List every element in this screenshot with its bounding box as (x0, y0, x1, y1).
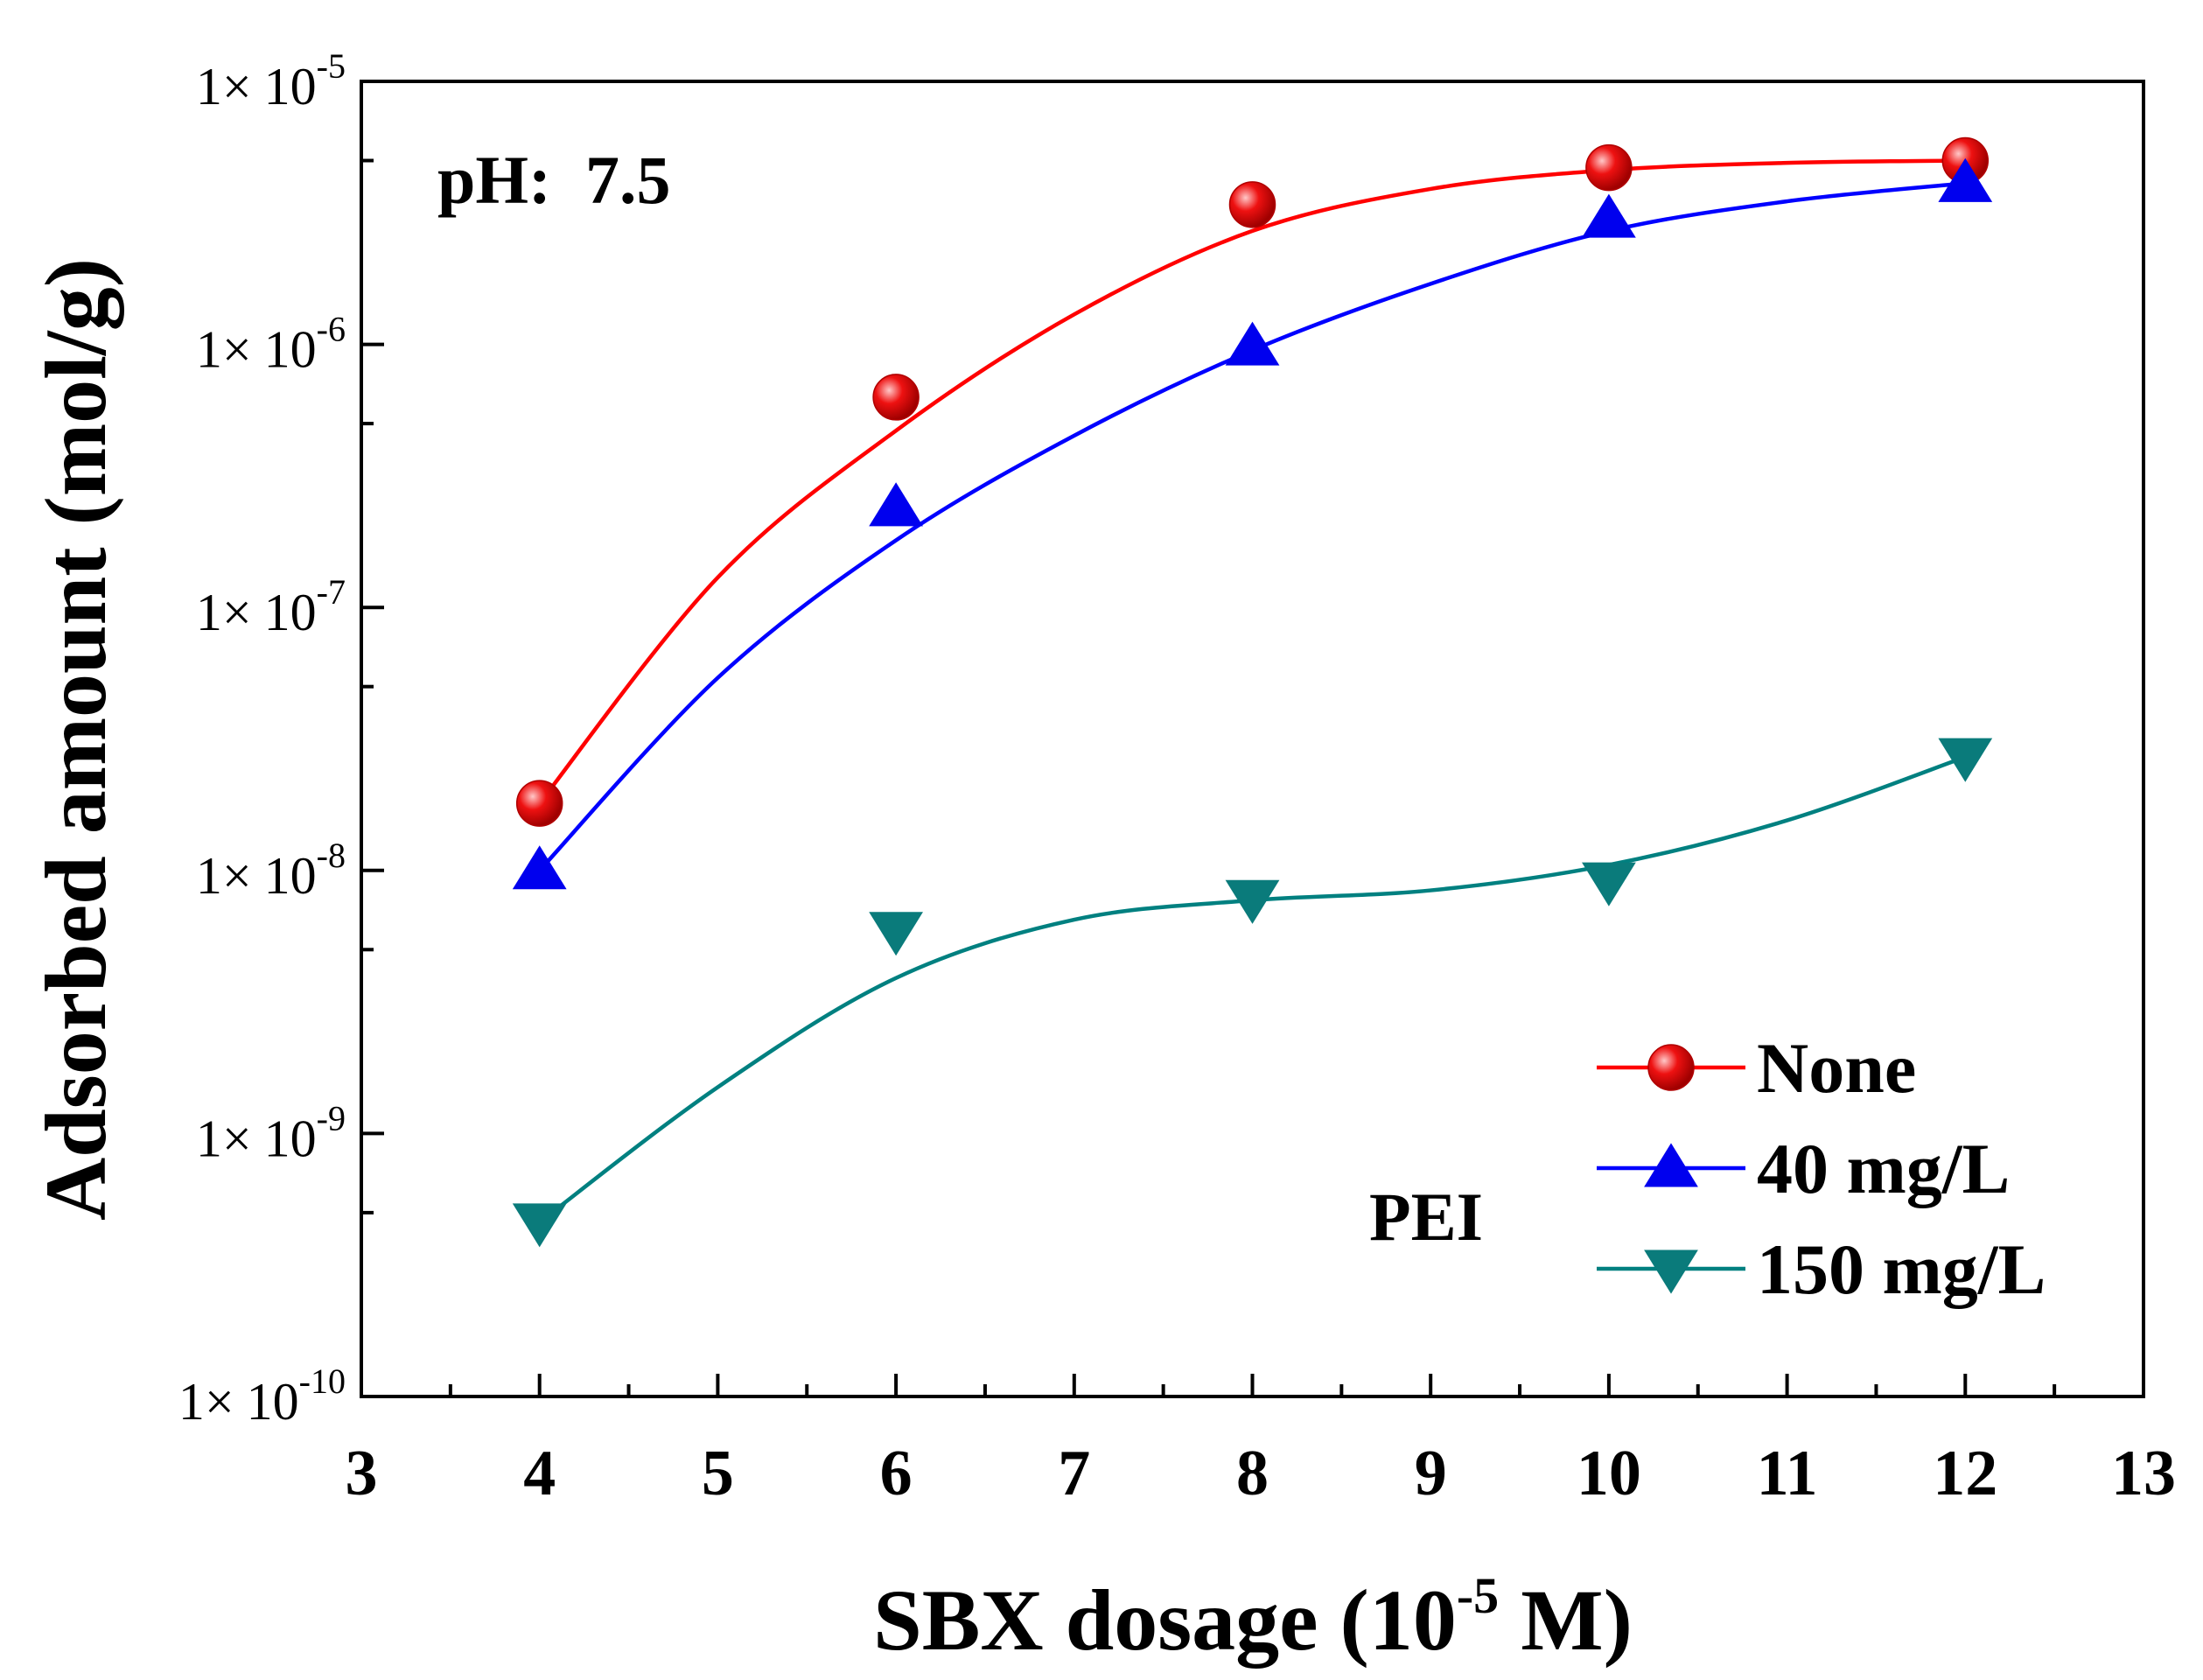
x-tick-label: 6 (880, 1438, 913, 1509)
fit-curves-layer (537, 158, 1967, 1224)
ph-annotation: pH: 7.5 (437, 142, 671, 218)
x-tick-label: 9 (1415, 1438, 1447, 1509)
y-tick-exponent: -5 (317, 46, 346, 86)
x-tick-label: 7 (1058, 1438, 1090, 1509)
data-point-s0-3 (1585, 144, 1633, 192)
data-point-s1-0 (512, 845, 567, 890)
y-tick-label: 1× 10-9 (196, 1098, 346, 1167)
y-tick-mantissa: 1× (178, 1373, 234, 1431)
y-tick-base: 10 (264, 584, 317, 641)
x-axis-label-main: SBX dosage (10 (873, 1572, 1457, 1669)
legend-marker-1 (1644, 1143, 1698, 1187)
y-tick-exponent: -10 (299, 1362, 346, 1401)
data-point-s0-1 (872, 374, 920, 421)
data-point-s1-1 (869, 482, 923, 527)
data-point-s2-0 (512, 1203, 567, 1248)
y-tick-label: 1× 10-5 (196, 46, 346, 116)
data-markers-layer (512, 136, 1993, 1248)
data-point-s1-4 (1938, 158, 1993, 202)
y-tick-mantissa: 1× (196, 58, 252, 116)
x-tick-label: 13 (2111, 1438, 2176, 1509)
data-point-s1-3 (1582, 193, 1636, 238)
data-point-s2-2 (1225, 879, 1280, 924)
legend: None 40 mg/L 150 mg/L (1597, 1028, 2046, 1309)
legend-label-1: 40 mg/L (1757, 1129, 2010, 1208)
fit-curve-1 (538, 181, 1966, 872)
x-tick-label: 10 (1577, 1438, 1641, 1509)
y-tick-label: 1× 10-7 (196, 572, 346, 641)
data-point-s2-1 (869, 912, 923, 956)
x-axis-label-exponent: -5 (1457, 1567, 1499, 1624)
data-point-s0-2 (1228, 181, 1276, 228)
legend-label-0: None (1757, 1028, 1916, 1108)
y-tick-mantissa: 1× (196, 1110, 252, 1167)
y-tick-mantissa: 1× (196, 584, 252, 641)
y-tick-exponent: -8 (317, 836, 346, 875)
fit-curve-0 (537, 158, 1966, 805)
x-axis-label-unit: M) (1499, 1572, 1633, 1669)
legend-label-2: 150 mg/L (1757, 1229, 2046, 1309)
y-tick-base: 10 (264, 321, 317, 379)
y-axis-label: Adsorbed amount (mol/g) (27, 258, 124, 1221)
y-axis-ticks: 1× 10-101× 10-91× 10-81× 10-71× 10-61× 10-5 (178, 46, 384, 1431)
x-tick-label: 5 (702, 1438, 734, 1509)
data-point-s2-4 (1938, 738, 1993, 782)
data-point-s1-2 (1225, 321, 1280, 366)
y-tick-exponent: -7 (317, 572, 346, 612)
x-tick-label: 8 (1236, 1438, 1269, 1509)
y-tick-label: 1× 10-6 (196, 310, 346, 379)
y-tick-base: 10 (264, 847, 317, 905)
x-axis-label: SBX dosage (10-5 M) (873, 1567, 1633, 1669)
y-tick-exponent: -9 (317, 1098, 346, 1138)
y-tick-exponent: -6 (317, 310, 346, 349)
y-tick-mantissa: 1× (196, 847, 252, 905)
y-tick-mantissa: 1× (196, 321, 252, 379)
y-tick-label: 1× 10-10 (178, 1362, 346, 1431)
y-tick-label: 1× 10-8 (196, 836, 346, 905)
y-tick-base: 10 (247, 1373, 299, 1431)
pei-annotation: PEI (1369, 1179, 1483, 1255)
data-point-s0-0 (515, 780, 563, 827)
x-tick-label: 4 (523, 1438, 556, 1509)
fit-curve-2 (538, 755, 1967, 1224)
y-tick-base: 10 (264, 1110, 317, 1167)
legend-marker-0 (1647, 1044, 1695, 1091)
x-axis-ticks: 3 4 5 6 7 8 9 10 11 12 13 (346, 1374, 2176, 1509)
legend-marker-2 (1644, 1250, 1698, 1294)
x-tick-label: 12 (1933, 1438, 1997, 1509)
x-tick-label: 3 (346, 1438, 378, 1509)
y-tick-base: 10 (264, 58, 317, 116)
x-tick-label: 11 (1757, 1438, 1818, 1509)
data-point-s2-3 (1582, 862, 1636, 906)
